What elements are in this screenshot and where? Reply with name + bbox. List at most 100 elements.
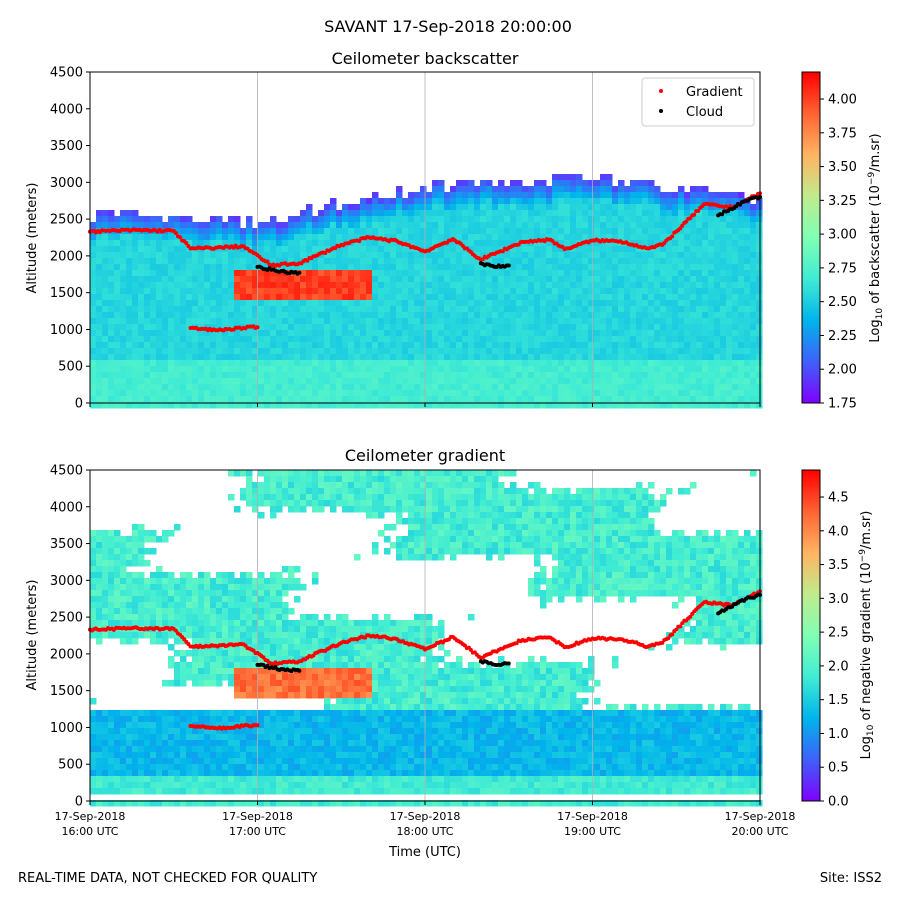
field-cell <box>186 348 193 355</box>
field-cell <box>90 542 97 549</box>
field-cell <box>636 252 643 259</box>
field-cell <box>528 204 535 211</box>
field-cell <box>624 258 631 265</box>
field-cell <box>360 384 367 391</box>
field-cell <box>90 240 97 247</box>
field-cell <box>180 602 187 609</box>
y-tick-label: 2500 <box>50 213 83 228</box>
field-cell <box>180 608 187 615</box>
field-cell <box>426 384 433 391</box>
field-cell <box>606 366 613 373</box>
field-cell <box>402 198 409 205</box>
field-cell <box>168 234 175 241</box>
field-cell <box>366 276 373 283</box>
field-cell <box>102 396 109 403</box>
field-cell <box>696 210 703 217</box>
field-cell <box>342 228 349 235</box>
field-cell <box>630 300 637 307</box>
field-cell <box>474 282 481 289</box>
field-cell <box>96 614 103 621</box>
field-cell <box>300 378 307 385</box>
field-cell <box>342 312 349 319</box>
field-cell <box>156 620 163 627</box>
field-cell <box>648 342 655 349</box>
field-cell <box>504 318 511 325</box>
field-cell <box>186 614 193 621</box>
field-cell <box>114 566 121 573</box>
field-cell <box>132 318 139 325</box>
field-cell <box>474 390 481 397</box>
field-cell <box>522 366 529 373</box>
field-cell <box>708 348 715 355</box>
field-cell <box>540 312 547 319</box>
field-cell <box>432 210 439 217</box>
field-cell <box>192 596 199 603</box>
field-cell <box>330 360 337 367</box>
field-cell <box>222 396 229 403</box>
field-cell <box>486 276 493 283</box>
field-cell <box>186 800 193 807</box>
field-cell <box>168 596 175 603</box>
field-cell <box>486 294 493 301</box>
field-cell <box>210 276 217 283</box>
field-cell <box>420 360 427 367</box>
field-cell <box>156 602 163 609</box>
field-cell <box>156 330 163 337</box>
field-cell <box>732 366 739 373</box>
field-cell <box>366 300 373 307</box>
field-cell <box>264 234 271 241</box>
field-cell <box>294 264 301 271</box>
field-cell <box>486 216 493 223</box>
field-cell <box>156 354 163 361</box>
field-cell <box>168 330 175 337</box>
field-cell <box>600 228 607 235</box>
field-cell <box>594 216 601 223</box>
field-cell <box>726 294 733 301</box>
field-cell <box>300 330 307 337</box>
field-cell <box>546 384 553 391</box>
field-cell <box>510 360 517 367</box>
field-cell <box>228 318 235 325</box>
field-cell <box>144 366 151 373</box>
field-cell <box>618 366 625 373</box>
field-cell <box>300 228 307 235</box>
field-cell <box>564 342 571 349</box>
field-cell <box>240 276 247 283</box>
field-cell <box>132 378 139 385</box>
field-cell <box>120 372 127 379</box>
field-cell <box>288 234 295 241</box>
field-cell <box>606 252 613 259</box>
field-cell <box>210 270 217 277</box>
field-cell <box>294 306 301 313</box>
field-cell <box>312 216 319 223</box>
field-cell <box>366 228 373 235</box>
field-cell <box>654 324 661 331</box>
field-cell <box>126 572 133 579</box>
field-cell <box>456 360 463 367</box>
field-cell <box>288 294 295 301</box>
field-cell <box>174 282 181 289</box>
field-cell <box>156 276 163 283</box>
field-cell <box>318 276 325 283</box>
field-cell <box>510 312 517 319</box>
field-cell <box>396 390 403 397</box>
field-cell <box>156 222 163 229</box>
field-cell <box>456 270 463 277</box>
field-cell <box>180 638 187 645</box>
field-cell <box>666 204 673 211</box>
field-cell <box>96 354 103 361</box>
field-cell <box>432 342 439 349</box>
field-cell <box>582 246 589 253</box>
field-cell <box>144 764 151 771</box>
field-cell <box>672 348 679 355</box>
field-cell <box>480 354 487 361</box>
field-cell <box>432 306 439 313</box>
field-cell <box>576 336 583 343</box>
field-cell <box>558 282 565 289</box>
field-cell <box>234 234 241 241</box>
field-cell <box>444 198 451 205</box>
field-cell <box>672 306 679 313</box>
field-cell <box>648 180 655 187</box>
field-cell <box>726 222 733 229</box>
field-cell <box>690 300 697 307</box>
